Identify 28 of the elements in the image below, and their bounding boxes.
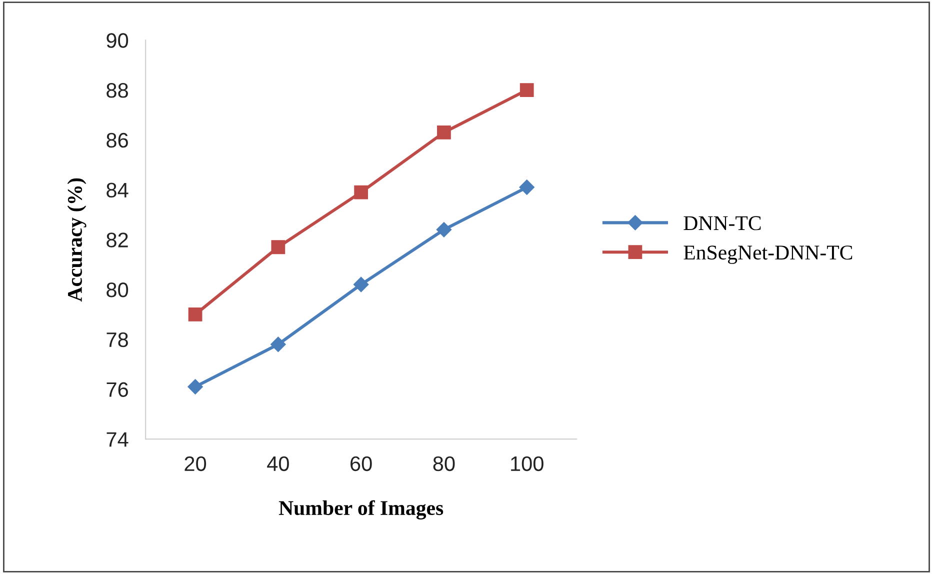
x-tick-label: 100	[511, 456, 544, 472]
point	[437, 125, 451, 140]
x-tick-label: 80	[433, 456, 455, 472]
x-tick-label: 40	[267, 456, 289, 472]
x-axis-title: Number of Images	[278, 500, 444, 520]
y-tick-label: 78	[106, 332, 128, 348]
point	[270, 336, 286, 352]
x-tick-label: 60	[350, 456, 372, 472]
y-axis-title: Accuracy (%)	[67, 178, 86, 302]
y-tick-label: 80	[106, 282, 128, 298]
legend-label: DNN-TC	[684, 216, 761, 230]
point	[436, 222, 452, 238]
y-tick-label: 74	[106, 432, 128, 447]
y-tick-label: 88	[106, 83, 128, 98]
point	[188, 308, 202, 322]
y-tick-label: 90	[106, 33, 128, 48]
point	[520, 83, 534, 97]
point	[354, 276, 369, 292]
y-tick-label: 86	[106, 132, 128, 148]
y-tick-label: 84	[106, 182, 128, 198]
point	[271, 240, 286, 254]
point	[354, 185, 368, 200]
point	[519, 180, 534, 195]
legend-label: EnSegNet-DNN-TC	[684, 246, 852, 264]
y-tick-label: 82	[106, 232, 128, 248]
x-tick-label: 20	[184, 456, 206, 472]
y-tick-label: 76	[106, 382, 128, 397]
point	[188, 379, 203, 394]
